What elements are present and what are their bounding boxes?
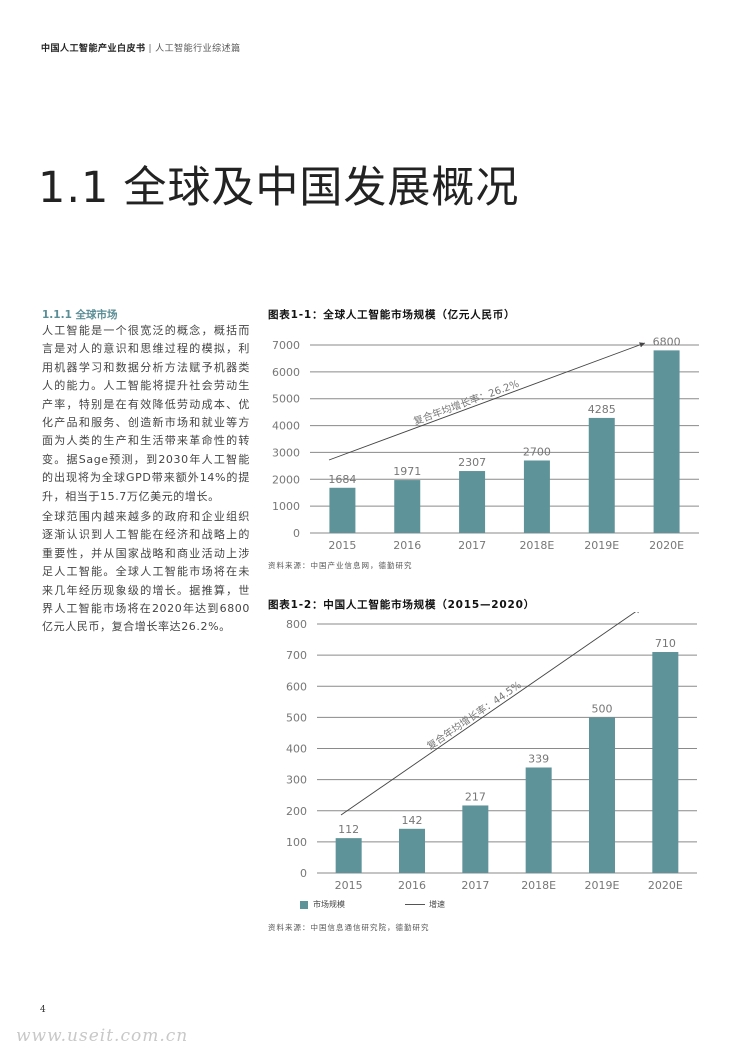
y-tick-label: 800 — [286, 618, 307, 631]
title-number: 1.1 — [38, 163, 110, 213]
bar-value-label: 339 — [528, 752, 549, 765]
header-separator: | — [148, 44, 153, 54]
y-tick-label: 700 — [286, 649, 307, 662]
subsection-heading: 1.1.1 全球市场 — [42, 309, 118, 321]
chart-1-title: 图表1-1：全球人工智能市场规模（亿元人民币） — [268, 309, 516, 321]
y-tick-label: 3000 — [272, 446, 300, 459]
y-tick-label: 300 — [286, 774, 307, 787]
x-tick-label: 2020E — [649, 539, 684, 552]
bar — [329, 487, 356, 533]
bar-value-label: 2307 — [458, 456, 486, 469]
y-tick-label: 1000 — [272, 500, 300, 513]
x-tick-label: 2019E — [584, 539, 619, 552]
y-tick-label: 600 — [286, 680, 307, 693]
cagr-annotation: 复合年均增长率：44.5% — [424, 678, 523, 752]
bar-value-label: 1971 — [393, 465, 421, 478]
legend-item-market-size: 市场规模 — [313, 900, 345, 909]
y-tick-label: 0 — [293, 527, 300, 540]
legend-item-growth: 增速 — [429, 900, 445, 909]
x-tick-label: 2018E — [519, 539, 554, 552]
bar-value-label: 142 — [402, 814, 423, 827]
body-paragraph-2: 全球范围内越来越多的政府和企业组织逐渐认识到人工智能在经济和战略上的重要性，并从… — [42, 510, 250, 634]
watermark: www.useit.com.cn — [16, 1026, 189, 1046]
bar-value-label: 500 — [592, 702, 613, 715]
page-number: 4 — [40, 1005, 46, 1015]
x-tick-label: 2015 — [328, 539, 356, 552]
bar — [653, 350, 680, 533]
bar-value-label: 1684 — [328, 473, 356, 486]
x-tick-label: 2017 — [458, 539, 486, 552]
legend-bar-swatch — [300, 900, 308, 909]
header-doc-title: 中国人工智能产业白皮书 — [41, 44, 146, 54]
bar — [394, 480, 421, 533]
title-text: 全球及中国发展概况 — [123, 163, 520, 213]
bar-value-label: 2700 — [523, 445, 551, 458]
y-tick-label: 400 — [286, 743, 307, 756]
x-tick-label: 2015 — [335, 879, 363, 892]
y-tick-label: 5000 — [272, 393, 300, 406]
bar-value-label: 4285 — [588, 403, 616, 416]
body-paragraph-1: 人工智能是一个很宽泛的概念，概括而言是对人的意识和思维过程的模拟，利用机器学习和… — [42, 324, 250, 503]
bar — [525, 767, 552, 873]
header-section: 人工智能行业综述篇 — [155, 44, 241, 54]
bar — [523, 460, 550, 533]
bar — [588, 417, 615, 533]
x-tick-label: 2019E — [585, 879, 620, 892]
bar-value-label: 710 — [655, 637, 676, 650]
chart-1-global-ai-market: 0 1000 2000 3000 4000 5000 6000 7000 1684 2015 197… — [272, 335, 699, 552]
bar — [462, 805, 489, 873]
y-tick-label: 200 — [286, 805, 307, 818]
bar — [335, 838, 362, 873]
trend-arrow — [340, 612, 641, 816]
page-title: 1.1 全球及中国发展概况 — [38, 153, 519, 215]
bar — [399, 828, 425, 873]
cagr-annotation: 复合年均增长率：26.2% — [412, 377, 521, 428]
bar-value-label: 217 — [465, 790, 486, 803]
x-tick-label: 2016 — [398, 879, 426, 892]
x-tick-label: 2018E — [521, 879, 556, 892]
y-tick-label: 100 — [286, 836, 307, 849]
x-tick-label: 2016 — [393, 539, 421, 552]
bar — [652, 652, 679, 873]
y-tick-label: 6000 — [272, 366, 300, 379]
bar-value-label: 6800 — [653, 335, 681, 348]
y-tick-label: 7000 — [272, 339, 300, 352]
bar — [589, 717, 615, 873]
chart-2-source: 资料来源：中国信息通信研究院，德勤研究 — [268, 923, 430, 932]
bar-value-label: 112 — [338, 823, 359, 836]
x-tick-label: 2017 — [461, 879, 489, 892]
chart-1-source: 资料来源：中国产业信息网，德勤研究 — [268, 561, 413, 570]
bar — [459, 471, 486, 533]
y-tick-label: 2000 — [272, 473, 300, 486]
chart-2-legend: 市场规模 增速 — [300, 899, 445, 910]
chart-2-title: 图表1-2：中国人工智能市场规模（2015—2020） — [268, 599, 536, 611]
running-header: 中国人工智能产业白皮书 | 人工智能行业综述篇 — [41, 41, 241, 54]
trend-arrow — [328, 342, 646, 461]
chart-2-china-ai-market: 0 100 200 300 400 500 600 700 800 112 2015 142 2016 2… — [286, 612, 697, 892]
legend-line-swatch — [405, 904, 425, 905]
y-tick-label: 500 — [286, 711, 307, 724]
x-tick-label: 2020E — [648, 879, 683, 892]
y-tick-label: 0 — [300, 867, 307, 880]
y-tick-label: 4000 — [272, 420, 300, 433]
